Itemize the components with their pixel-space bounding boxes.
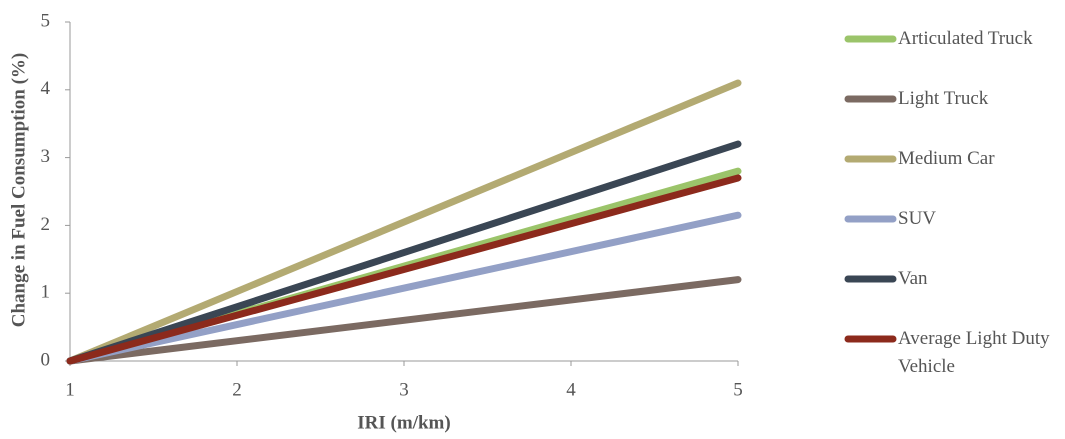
series-line — [70, 215, 738, 361]
series-line — [70, 178, 738, 361]
y-tick-label: 5 — [41, 10, 51, 31]
y-tick-label: 0 — [41, 349, 51, 370]
y-tick-label: 3 — [41, 146, 51, 167]
legend-label: Average Light Duty Vehicle — [898, 325, 1063, 381]
y-tick-label: 4 — [41, 78, 51, 99]
y-tick-label: 2 — [41, 214, 51, 235]
legend-item: Articulated Truck — [898, 25, 1063, 85]
legend-label: Articulated Truck — [898, 25, 1063, 53]
legend-item: SUV — [898, 205, 1063, 265]
legend-item: Light Truck — [898, 85, 1063, 145]
x-tick-label: 4 — [566, 379, 576, 400]
legend-item: Medium Car — [898, 145, 1063, 205]
legend-label: Medium Car — [898, 145, 1063, 173]
legend-item: Average Light Duty Vehicle — [898, 325, 1063, 385]
x-tick-label: 1 — [65, 379, 75, 400]
legend-item: Van — [898, 265, 1063, 325]
y-axis-title: Change in Fuel Consumption (%) — [8, 53, 29, 328]
x-axis-title: IRI (m/km) — [357, 412, 450, 433]
x-tick-label: 2 — [232, 379, 242, 400]
y-tick-label: 1 — [41, 282, 51, 303]
x-tick-label: 5 — [733, 379, 743, 400]
legend-label: Van — [898, 265, 1063, 293]
x-tick-label: 3 — [399, 379, 409, 400]
legend-label: SUV — [898, 205, 1063, 233]
legend-label: Light Truck — [898, 85, 1063, 113]
series-line — [70, 144, 738, 361]
chart: Change in Fuel Consumption (%) IRI (m/km… — [0, 0, 1065, 439]
